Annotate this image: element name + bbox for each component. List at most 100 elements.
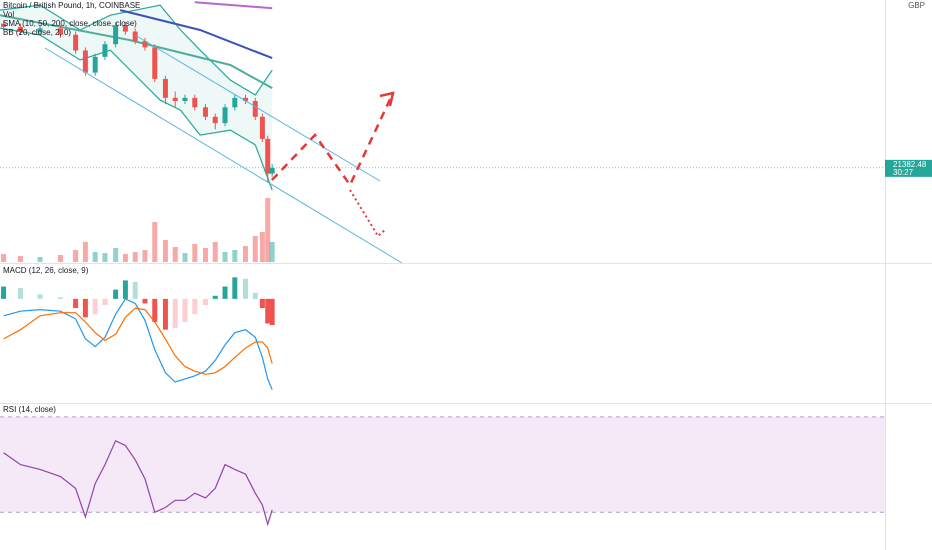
macd-histogram-bar <box>265 298 271 324</box>
volume-bar <box>192 244 198 262</box>
moving-average <box>194 1 273 10</box>
macd-histogram-bar <box>142 298 148 304</box>
macd-histogram-bar <box>122 280 128 299</box>
macd-histogram-bar <box>259 298 265 309</box>
indicator-legend: MACD (12, 26, close, 9) <box>3 266 89 275</box>
volume-bar <box>73 250 79 262</box>
macd-histogram-bar <box>252 292 258 299</box>
candle-body <box>182 97 188 102</box>
volume-bar <box>265 198 271 262</box>
macd-line <box>3 307 273 375</box>
macd-histogram-bar <box>212 295 218 299</box>
channel-upper <box>134 34 381 182</box>
volume-bar <box>17 256 23 262</box>
volume-bar <box>122 254 128 262</box>
macd-histogram-bar <box>57 297 63 299</box>
macd-histogram-bar <box>92 298 98 315</box>
candle-body <box>152 47 158 79</box>
candle-body <box>232 97 238 108</box>
macd-histogram-bar <box>172 298 178 329</box>
bollinger-upper <box>0 4 273 96</box>
macd-histogram-bar <box>17 288 23 299</box>
volume-bar <box>172 247 178 262</box>
rsi-line <box>3 439 273 527</box>
volume-bar <box>92 252 98 262</box>
volume-bar <box>202 248 208 262</box>
candle-body <box>202 107 208 117</box>
volume-bar <box>242 246 248 262</box>
bollinger-lower <box>0 27 273 191</box>
candle-body <box>269 167 275 174</box>
channel-lower <box>44 47 403 264</box>
macd-histogram-bar <box>37 294 43 299</box>
symbol-title: Bitcoin / British Pound, 1h, COINBASE <box>3 1 140 10</box>
indicator-legend: Vol <box>3 10 14 19</box>
candle-body <box>162 78 168 98</box>
macd-histogram-bar <box>202 298 208 306</box>
last-price-box <box>885 159 932 177</box>
volume-bar <box>57 255 63 262</box>
volume-bar <box>162 240 168 262</box>
volume-bar <box>259 232 265 262</box>
candle-body <box>222 107 228 124</box>
moving-average <box>119 9 273 60</box>
macd-histogram-bar <box>162 298 168 330</box>
projection-down <box>349 189 387 238</box>
last-price-label: 21382.48 <box>893 160 927 169</box>
rsi-band <box>0 416 885 513</box>
volume-bar <box>113 248 119 262</box>
macd-histogram-bar <box>82 298 88 318</box>
candle-body <box>102 44 108 57</box>
moving-average <box>0 14 273 89</box>
macd-histogram-bar <box>192 298 198 315</box>
candle-body <box>242 97 248 102</box>
macd-histogram-bar <box>73 298 79 309</box>
candle-body <box>212 116 218 124</box>
volume-bar <box>252 236 258 262</box>
macd-histogram-bar <box>102 298 108 306</box>
bollinger-fill <box>0 5 273 190</box>
volume-bar <box>132 252 138 262</box>
candle-body <box>132 31 138 42</box>
candle-body <box>37 28 43 32</box>
candle-body <box>259 116 265 139</box>
macd-histogram-bar <box>1 286 7 299</box>
volume-bar <box>152 222 158 262</box>
candle-body <box>122 25 128 32</box>
candle-body <box>265 138 271 174</box>
currency-label: GBP <box>908 1 925 10</box>
volume-bar <box>142 250 148 262</box>
volume-bar <box>37 257 43 262</box>
candle-body <box>192 97 198 108</box>
candle-body <box>1 23 7 27</box>
volume-bar <box>182 253 188 262</box>
candle-body <box>172 97 178 102</box>
candle-body <box>73 34 79 51</box>
macd-histogram-bar <box>232 277 238 299</box>
macd-histogram-bar <box>269 298 275 326</box>
indicator-legend: RSI (14, close) <box>3 405 56 414</box>
volume-bar <box>222 252 228 262</box>
macd-histogram-bar <box>132 281 138 299</box>
candle-body <box>92 56 98 73</box>
macd-histogram-bar <box>222 286 228 299</box>
volume-bar <box>82 242 88 262</box>
arrow-head <box>379 91 395 107</box>
grid-layer <box>0 416 885 513</box>
macd-line <box>3 298 273 390</box>
labels-layer: Bitcoin / British Pound, 1h, COINBASE Vo… <box>3 1 932 414</box>
macd-histogram-bar <box>182 298 188 322</box>
volume-bar <box>102 253 108 262</box>
projection-up <box>271 92 395 188</box>
candle-body <box>57 28 63 35</box>
macd-histogram-bar <box>152 298 158 322</box>
candle-body <box>142 41 148 48</box>
countdown-label: 30:27 <box>893 168 914 177</box>
macd-histogram-bar <box>113 289 119 299</box>
indicator-legend: BB (20, close, 2, 0) <box>3 28 71 37</box>
volume-bar <box>212 242 218 262</box>
candle-body <box>252 101 258 117</box>
candle-body <box>17 26 23 32</box>
